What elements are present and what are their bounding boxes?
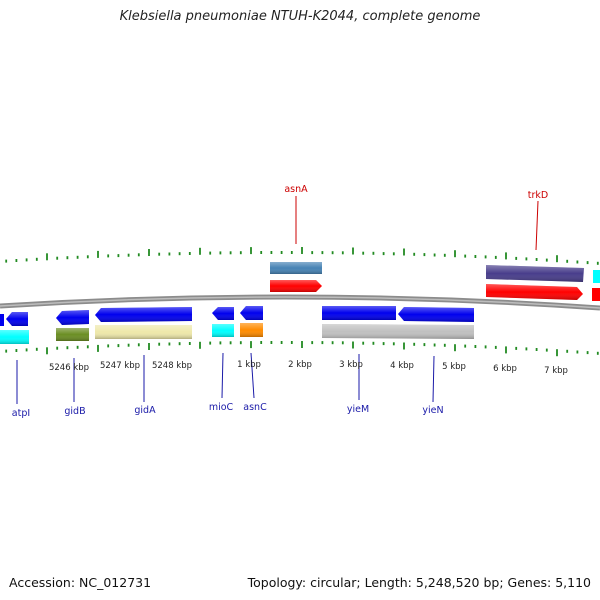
gene-label-mioC: mioC [209, 402, 234, 413]
gene-label-asnC: asnC [243, 402, 267, 413]
feature-edge-cyan [593, 270, 600, 283]
scale-label: 4 kbp [390, 361, 414, 371]
scale-label: 2 kbp [288, 360, 312, 370]
scale-label: 5246 kbp [49, 363, 89, 373]
map-title: Klebsiella pneumoniae NTUH-K2044, comple… [119, 9, 481, 24]
reverse-features [0, 306, 474, 344]
gene-label-asnA: asnA [284, 184, 308, 195]
cds-edge-red [592, 288, 600, 301]
gene-label-trkD: trkD [528, 190, 548, 201]
outer-tick-ring [5, 247, 599, 265]
inner-tick-ring [5, 341, 599, 357]
gene-label-atpI: atpI [12, 408, 30, 419]
gene-labels: asnA trkD atpI gidB gidA mioC asnC yieM … [12, 184, 548, 419]
genome-info-text: Topology: circular; Length: 5,248,520 bp… [247, 575, 591, 590]
scale-label: 7 kbp [544, 366, 568, 376]
cds-atpI-left [0, 314, 4, 326]
gene-label-gidA: gidA [134, 405, 156, 416]
label-leaders [16, 196, 539, 404]
gene-label-yieM: yieM [347, 404, 369, 415]
forward-features [270, 262, 600, 301]
gene-label-yieN: yieN [422, 405, 443, 416]
scale-label: 3 kbp [339, 360, 363, 370]
accession-text: Accession: NC_012731 [9, 575, 152, 590]
scale-label: 5247 kbp [100, 361, 140, 371]
gene-label-gidB: gidB [64, 406, 85, 417]
scale-label: 5248 kbp [152, 361, 192, 371]
scale-label: 6 kbp [493, 364, 517, 374]
scale-labels: 5246 kbp 5247 kbp 5248 kbp 1 kbp 2 kbp 3… [49, 360, 568, 376]
scale-label: 5 kbp [442, 362, 466, 372]
scale-label: 1 kbp [237, 360, 261, 370]
